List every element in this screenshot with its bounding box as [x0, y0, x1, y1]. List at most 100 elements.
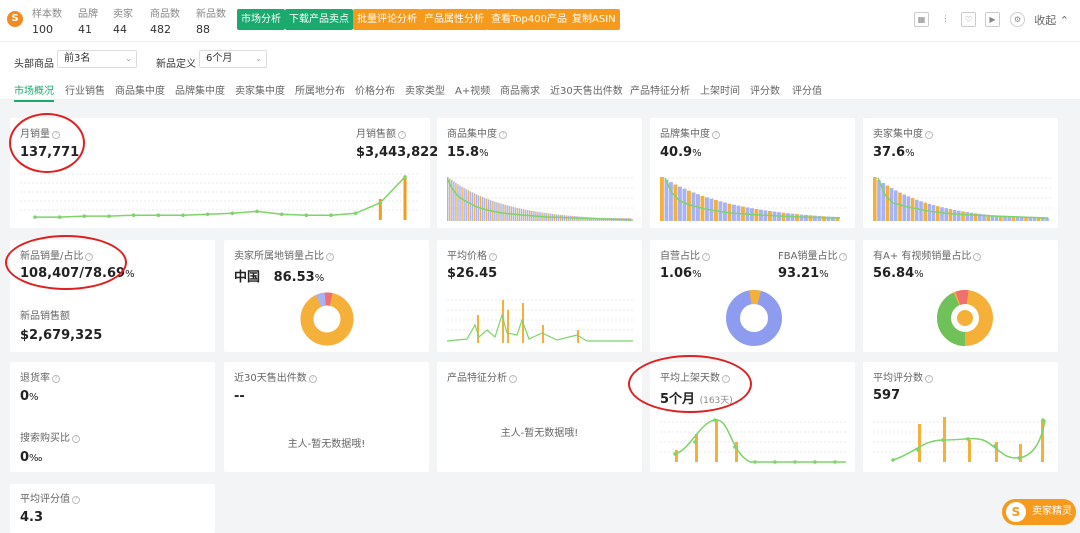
- product-concentration-value: 15.8%: [447, 145, 489, 160]
- help-icon[interactable]: ?: [326, 253, 334, 261]
- help-icon[interactable]: ?: [499, 131, 507, 139]
- concentration-bar: [973, 213, 978, 221]
- new-revenue-title: 新品销售额: [20, 311, 70, 322]
- batch-review-analysis-button[interactable]: 批量评论分析: [353, 9, 421, 30]
- card-aplus-video: 有A+ 有视频销量占比? 56.84%: [863, 240, 1058, 352]
- tab-seller-concentration[interactable]: 卖家集中度: [235, 86, 285, 97]
- stat-brands: 品牌 41: [78, 9, 98, 36]
- stat-sellers: 卖家 44: [113, 9, 133, 36]
- help-icon[interactable]: ?: [509, 375, 517, 383]
- card-title: 品牌集中度?: [660, 125, 720, 140]
- concentration-bar: [877, 180, 881, 221]
- card-title: 平均价格?: [447, 247, 497, 262]
- tab-review-count[interactable]: 评分数: [750, 86, 780, 97]
- concentration-bar: [455, 182, 457, 221]
- logo-icon: S: [7, 11, 23, 27]
- concentration-bar: [952, 209, 957, 221]
- concentration-bar: [835, 217, 840, 221]
- tab-sold-30-days[interactable]: 近30天售出件数: [550, 86, 623, 97]
- concentration-bar: [804, 214, 808, 221]
- tab-listing-time[interactable]: 上架时间: [700, 86, 740, 97]
- seller-region-value: 中国 86.53%: [234, 270, 325, 285]
- tab-industry-sales[interactable]: 行业销售: [65, 86, 105, 97]
- concentration-bar: [469, 191, 471, 221]
- concentration-bar: [673, 184, 678, 221]
- help-icon[interactable]: ?: [308, 375, 317, 383]
- concentration-bar: [982, 214, 986, 221]
- concentration-bar: [682, 188, 687, 221]
- help-icon[interactable]: ?: [925, 131, 933, 139]
- concentration-bar: [691, 192, 696, 221]
- avg-rating-value: 4.3: [20, 510, 44, 525]
- concentration-bar: [936, 206, 940, 221]
- concentration-bar: [467, 190, 469, 221]
- concentration-bar: [889, 188, 894, 221]
- tab-product-concentration[interactable]: 商品集中度: [115, 86, 165, 97]
- concentration-bar: [965, 212, 969, 221]
- card-title: 卖家集中度?: [873, 125, 933, 140]
- grid-icon[interactable]: ▦: [914, 12, 929, 27]
- concentration-bar: [1041, 218, 1045, 221]
- collapse-button[interactable]: 收起 ⌃: [1034, 14, 1069, 27]
- view-top400-button[interactable]: 查看Top400产品: [487, 9, 571, 30]
- avg-reviews-chart: [873, 417, 1053, 462]
- help-icon[interactable]: ?: [398, 131, 406, 139]
- video-icon[interactable]: ▶: [985, 12, 1000, 27]
- card-title: 平均评分数?: [873, 369, 933, 384]
- help-icon[interactable]: ?: [839, 253, 848, 261]
- new-definition-select[interactable]: 6个月 ⌄: [199, 50, 267, 68]
- help-icon[interactable]: ?: [712, 131, 720, 139]
- concentration-bar: [919, 201, 923, 221]
- concentration-bar: [931, 205, 936, 221]
- concentration-bar: [449, 178, 451, 221]
- tab-seller-type[interactable]: 卖家类型: [405, 86, 445, 97]
- download-selling-points-button[interactable]: 下载产品卖点: [285, 9, 353, 30]
- more-icon[interactable]: ⋮: [941, 14, 950, 23]
- help-icon[interactable]: ?: [72, 496, 80, 504]
- card-returns: 退货率? 0% 搜索购买比? 0‰: [10, 362, 215, 472]
- seller-sprite-logo-icon: S: [1006, 502, 1026, 522]
- tab-region-distribution[interactable]: 所属地分布: [295, 86, 345, 97]
- help-icon[interactable]: ?: [52, 375, 60, 383]
- copy-asin-button[interactable]: 复制ASIN: [568, 9, 620, 30]
- help-icon[interactable]: ?: [925, 375, 933, 383]
- concentration-bar: [927, 203, 932, 221]
- concentration-bar: [1003, 216, 1007, 221]
- heart-icon[interactable]: ♡: [961, 12, 976, 27]
- card-title: 产品特征分析?: [447, 369, 517, 384]
- card-feature-analysis: 产品特征分析? 主人-暂无数据哦!: [437, 362, 642, 472]
- sales-point: [181, 213, 185, 218]
- help-icon[interactable]: ?: [72, 435, 80, 443]
- card-seller-concentration: 卖家集中度? 37.6%: [863, 118, 1058, 228]
- seller-sprite-badge[interactable]: S 卖家精灵: [1002, 499, 1076, 525]
- tab-price-distribution[interactable]: 价格分布: [355, 86, 395, 97]
- tab-feature-analysis[interactable]: 产品特征分析: [630, 86, 690, 97]
- help-icon[interactable]: ?: [702, 253, 710, 261]
- tab-product-demand[interactable]: 商品需求: [500, 86, 540, 97]
- concentration-bar: [990, 215, 995, 221]
- head-products-select[interactable]: 前3名 ⌄: [57, 50, 137, 68]
- concentration-bar: [1032, 218, 1037, 221]
- sales-point: [230, 211, 235, 216]
- concentration-bar: [457, 184, 459, 221]
- concentration-bar: [475, 194, 478, 221]
- concentration-bar: [1015, 217, 1020, 221]
- help-icon[interactable]: ?: [489, 253, 497, 261]
- tab-market-overview[interactable]: 市场概况: [14, 82, 54, 102]
- sales-point: [378, 200, 383, 205]
- settings-icon[interactable]: ⚙: [1010, 12, 1025, 27]
- brand-concentration-chart: [660, 177, 846, 221]
- card-title: 近30天售出件数?: [234, 369, 317, 384]
- concentration-bar: [923, 202, 927, 221]
- new-revenue-value: $2,679,325: [20, 328, 103, 343]
- market-analysis-button[interactable]: 市场分析: [237, 9, 285, 30]
- tab-brand-concentration[interactable]: 品牌集中度: [175, 86, 225, 97]
- help-icon[interactable]: ?: [973, 253, 982, 261]
- self-run-value: 1.06%: [660, 266, 702, 281]
- product-attribute-analysis-button[interactable]: 产品属性分析: [420, 9, 488, 30]
- card-title: FBA销量占比?: [778, 247, 848, 262]
- avg-listing-chart: [660, 418, 846, 464]
- sales-point: [279, 212, 284, 217]
- tab-aplus-video[interactable]: A+视频: [455, 86, 491, 97]
- tab-rating[interactable]: 评分值: [792, 86, 822, 97]
